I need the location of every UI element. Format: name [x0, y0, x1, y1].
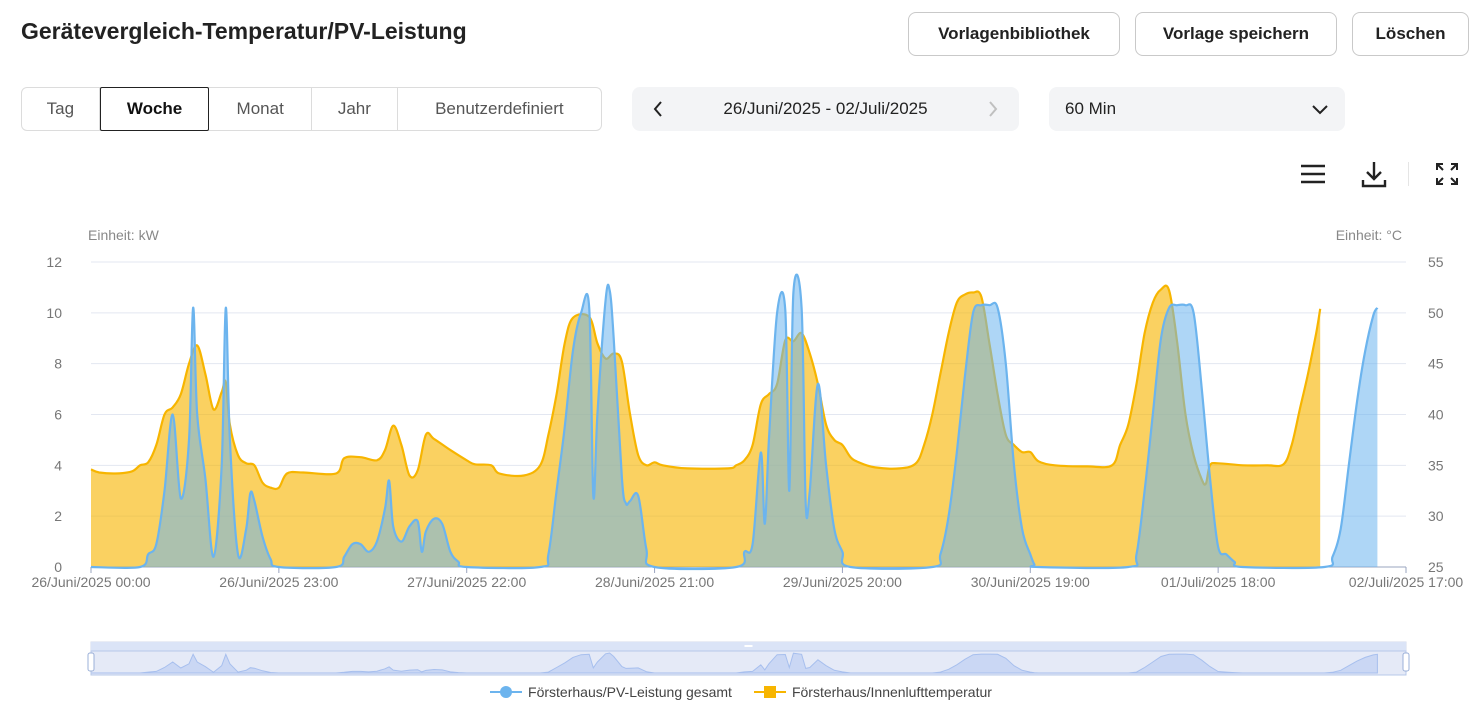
- chart: Einheit: kW Einheit: °C 0 25 2 30 4 35 6 40 8 45 1…: [31, 227, 1464, 676]
- legend-square-icon: [753, 686, 786, 698]
- y-left-tick-label: 12: [46, 254, 62, 270]
- interval-value: 60 Min: [1065, 99, 1117, 118]
- tab-custom[interactable]: Benutzerdefiniert: [435, 99, 564, 118]
- y-right-tick-label: 35: [1428, 457, 1444, 473]
- chart-menu-button[interactable]: [1297, 158, 1329, 190]
- x-tick-label: 27/Juni/2025 22:00: [407, 574, 526, 590]
- menu-icon: [1301, 164, 1325, 184]
- save-template-button[interactable]: Vorlage speichern: [1135, 12, 1337, 56]
- x-tick-label: 30/Juni/2025 19:00: [971, 574, 1090, 590]
- temperature-line: [90, 284, 1322, 491]
- date-navigator: 26/Juni/2025 - 02/Juli/2025: [632, 87, 1019, 131]
- chart-legend: Försterhaus/PV-Leistung gesamt Försterha…: [0, 684, 1482, 700]
- interval-select[interactable]: 60 Min: [1049, 87, 1345, 131]
- template-library-button[interactable]: Vorlagenbibliothek: [908, 12, 1120, 56]
- y-left-tick-label: 0: [54, 559, 62, 575]
- y-left-tick-label: 10: [46, 305, 62, 321]
- chart-fullscreen-button[interactable]: [1431, 158, 1463, 190]
- fullscreen-icon: [1436, 163, 1458, 185]
- toolbar-divider: [1408, 162, 1409, 186]
- chevron-right-icon: [989, 101, 998, 117]
- chevron-left-icon: [653, 101, 662, 117]
- legend-circle-icon: [490, 686, 523, 698]
- zoom-slider-selection: [90, 650, 1407, 676]
- tab-week[interactable]: Woche: [99, 87, 210, 131]
- legend-label-temp: Försterhaus/Innenlufttemperatur: [791, 684, 992, 700]
- y-left-tick-label: 6: [54, 407, 62, 423]
- legend-item-pv[interactable]: Försterhaus/PV-Leistung gesamt: [490, 684, 732, 700]
- y-right-tick-label: 40: [1428, 407, 1444, 423]
- y-left-tick-label: 4: [54, 457, 62, 473]
- pv-power-area: [91, 274, 1378, 570]
- y-right-tick-label: 25: [1428, 559, 1444, 575]
- zoom-handle-left[interactable]: [87, 652, 95, 672]
- x-tick-label: 29/Juni/2025 20:00: [783, 574, 902, 590]
- legend-label-pv: Försterhaus/PV-Leistung gesamt: [528, 684, 732, 700]
- x-tick-label: 26/Juni/2025 23:00: [219, 574, 338, 590]
- y-right-tick-label: 55: [1428, 254, 1444, 270]
- delete-button[interactable]: Löschen: [1352, 12, 1469, 56]
- download-icon: [1361, 162, 1387, 188]
- x-tick-label: 28/Juni/2025 21:00: [595, 574, 714, 590]
- right-axis-unit: Einheit: °C: [1336, 227, 1402, 243]
- page-title: Gerätevergleich-Temperatur/PV-Leistung: [21, 18, 467, 44]
- temperature-area: [91, 285, 1321, 567]
- zoom-drag-grip[interactable]: [744, 645, 753, 647]
- prev-period-button[interactable]: [632, 87, 684, 131]
- zoom-slider-preview: [91, 652, 1378, 674]
- y-left-tick-label: 2: [54, 508, 62, 524]
- x-tick-label: 26/Juni/2025 00:00: [31, 574, 150, 590]
- y-left-tick-label: 8: [54, 356, 62, 372]
- date-range-label: 26/Juni/2025 - 02/Juli/2025: [723, 99, 928, 118]
- y-right-tick-label: 45: [1428, 356, 1444, 372]
- tab-day[interactable]: Tag: [22, 88, 100, 130]
- y-right-tick-label: 30: [1428, 508, 1444, 524]
- chart-download-button[interactable]: [1358, 158, 1390, 190]
- tab-month[interactable]: Monat: [209, 88, 312, 130]
- x-tick-label: 02/Juli/2025 17:00: [1349, 574, 1464, 590]
- tab-year[interactable]: Jahr: [312, 88, 398, 130]
- x-tick-label: 01/Juli/2025 18:00: [1161, 574, 1276, 590]
- legend-item-temp[interactable]: Försterhaus/Innenlufttemperatur: [753, 684, 992, 700]
- next-period-button[interactable]: [967, 87, 1019, 131]
- chevron-down-icon: [1312, 105, 1328, 115]
- period-tabs: Tag Woche Monat Jahr Benutzerdefiniert: [21, 87, 602, 131]
- y-right-tick-label: 50: [1428, 305, 1444, 321]
- zoom-handle-right[interactable]: [1402, 652, 1410, 672]
- pv-power-line: [90, 273, 1379, 571]
- left-axis-unit: Einheit: kW: [88, 227, 160, 243]
